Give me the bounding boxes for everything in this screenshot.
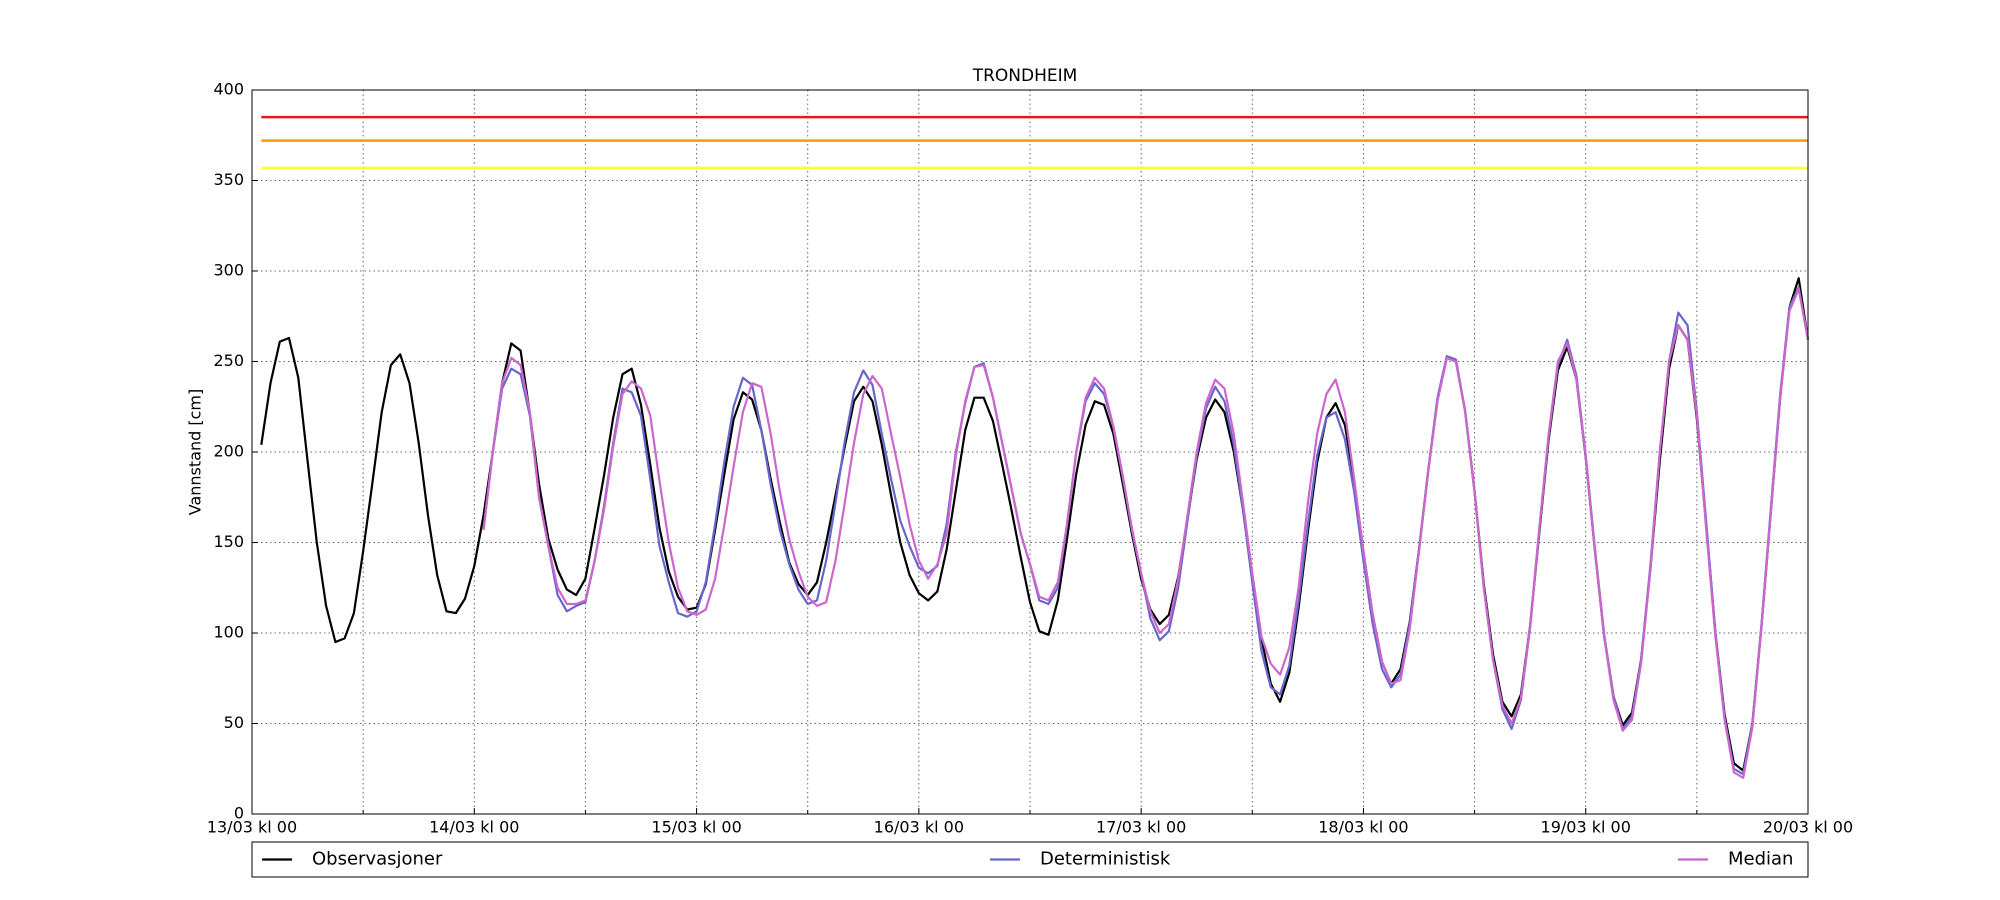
x-tick-label: 13/03 kl 00: [207, 818, 297, 837]
chart-title: TRONDHEIM: [972, 66, 1078, 86]
series-line: [260, 277, 1810, 772]
x-tick-label: 19/03 kl 00: [1541, 818, 1631, 837]
legend-label: Median: [1728, 849, 1793, 870]
series-line: [482, 288, 1810, 779]
y-axis-label: Vannstand [cm]: [186, 389, 205, 515]
x-tick-label: 17/03 kl 00: [1096, 818, 1186, 837]
y-tick-label: 100: [213, 623, 244, 642]
x-tick-label: 14/03 kl 00: [429, 818, 519, 837]
legend-label: Observasjoner: [312, 849, 443, 870]
plot-frame: [251, 89, 1809, 815]
x-tick-label: 16/03 kl 00: [874, 818, 964, 837]
legend-box: [251, 841, 1809, 878]
y-tick-label: 400: [213, 80, 244, 99]
x-tick-label: 20/03 kl 00: [1763, 818, 1853, 837]
legend-label: Deterministisk: [1040, 849, 1171, 870]
y-tick-label: 150: [213, 532, 244, 551]
y-tick-label: 350: [213, 170, 244, 189]
y-tick-label: 250: [213, 351, 244, 370]
x-tick-label: 18/03 kl 00: [1318, 818, 1408, 837]
y-tick-label: 0: [234, 804, 244, 823]
series-line: [482, 286, 1810, 776]
y-tick-label: 200: [213, 442, 244, 461]
x-tick-label: 15/03 kl 00: [651, 818, 741, 837]
y-tick-label: 50: [224, 713, 244, 732]
y-tick-label: 300: [213, 261, 244, 280]
